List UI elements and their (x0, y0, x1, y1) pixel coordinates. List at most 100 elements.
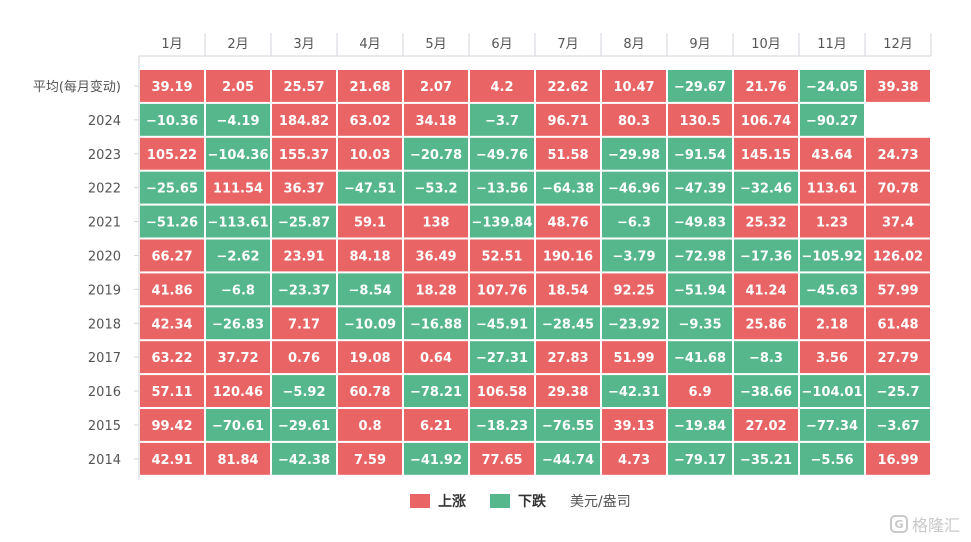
heatmap-cell[interactable] (338, 341, 402, 374)
heatmap-cell[interactable] (140, 70, 204, 102)
heatmap-cell[interactable] (140, 171, 204, 204)
heatmap-cell[interactable] (536, 70, 600, 102)
heatmap-cell[interactable] (602, 273, 666, 306)
heatmap-cell[interactable] (206, 70, 270, 102)
heatmap-cell[interactable] (470, 307, 534, 340)
heatmap-cell[interactable] (866, 70, 930, 102)
heatmap-cell[interactable] (470, 137, 534, 170)
heatmap-cell[interactable] (668, 442, 732, 475)
heatmap-cell[interactable] (206, 239, 270, 272)
heatmap-cell[interactable] (866, 137, 930, 170)
heatmap-cell[interactable] (668, 171, 732, 204)
heatmap-cell[interactable] (602, 239, 666, 272)
heatmap-cell[interactable] (734, 307, 798, 340)
heatmap-cell[interactable] (668, 70, 732, 102)
heatmap-cell[interactable] (602, 70, 666, 102)
heatmap-cell[interactable] (338, 409, 402, 441)
heatmap-cell[interactable] (272, 442, 336, 475)
heatmap-cell[interactable] (866, 307, 930, 340)
heatmap-cell[interactable] (338, 171, 402, 204)
heatmap-cell[interactable] (140, 409, 204, 441)
heatmap-cell[interactable] (272, 103, 336, 136)
heatmap-cell[interactable] (800, 442, 864, 475)
heatmap-cell[interactable] (338, 103, 402, 136)
heatmap-cell[interactable] (866, 409, 930, 441)
heatmap-cell[interactable] (404, 103, 468, 136)
heatmap-cell[interactable] (536, 341, 600, 374)
heatmap-cell[interactable] (404, 307, 468, 340)
heatmap-cell[interactable] (470, 70, 534, 102)
heatmap-cell[interactable] (536, 442, 600, 475)
heatmap-cell[interactable] (800, 70, 864, 102)
heatmap-cell[interactable] (536, 137, 600, 170)
heatmap-cell[interactable] (734, 239, 798, 272)
heatmap-cell[interactable] (866, 205, 930, 238)
heatmap-cell[interactable] (206, 171, 270, 204)
heatmap-cell[interactable] (536, 273, 600, 306)
heatmap-cell[interactable] (338, 307, 402, 340)
heatmap-cell[interactable] (800, 171, 864, 204)
heatmap-cell[interactable] (470, 409, 534, 441)
heatmap-cell[interactable] (272, 341, 336, 374)
heatmap-cell[interactable] (404, 171, 468, 204)
heatmap-cell[interactable] (536, 103, 600, 136)
heatmap-cell[interactable] (206, 442, 270, 475)
heatmap-cell[interactable] (800, 273, 864, 306)
heatmap-cell[interactable] (668, 239, 732, 272)
heatmap-cell[interactable] (536, 307, 600, 340)
heatmap-cell[interactable] (206, 273, 270, 306)
heatmap-cell[interactable] (140, 442, 204, 475)
heatmap-cell[interactable] (734, 409, 798, 441)
heatmap-cell[interactable] (800, 103, 864, 136)
heatmap-cell[interactable] (800, 375, 864, 407)
heatmap-cell[interactable] (536, 409, 600, 441)
heatmap-cell[interactable] (140, 307, 204, 340)
heatmap-cell[interactable] (668, 103, 732, 136)
heatmap-cell[interactable] (734, 273, 798, 306)
heatmap-cell[interactable] (470, 171, 534, 204)
heatmap-cell[interactable] (470, 103, 534, 136)
legend-item-up[interactable]: 上涨 (410, 491, 466, 511)
heatmap-cell[interactable] (602, 341, 666, 374)
heatmap-cell[interactable] (140, 205, 204, 238)
heatmap-cell[interactable] (140, 239, 204, 272)
heatmap-cell[interactable] (206, 137, 270, 170)
heatmap-cell[interactable] (140, 341, 204, 374)
heatmap-cell[interactable] (404, 375, 468, 407)
heatmap-cell[interactable] (272, 375, 336, 407)
heatmap-cell[interactable] (668, 409, 732, 441)
heatmap-cell[interactable] (800, 205, 864, 238)
heatmap-cell[interactable] (404, 205, 468, 238)
heatmap-cell[interactable] (668, 137, 732, 170)
heatmap-cell[interactable] (206, 307, 270, 340)
heatmap-cell[interactable] (602, 307, 666, 340)
heatmap-cell[interactable] (470, 239, 534, 272)
heatmap-cell[interactable] (404, 239, 468, 272)
heatmap-cell[interactable] (668, 273, 732, 306)
heatmap-cell[interactable] (668, 375, 732, 407)
heatmap-cell[interactable] (734, 171, 798, 204)
heatmap-cell[interactable] (206, 375, 270, 407)
heatmap-cell[interactable] (404, 273, 468, 306)
heatmap-cell[interactable] (140, 137, 204, 170)
heatmap-cell[interactable] (404, 442, 468, 475)
heatmap-cell[interactable] (470, 375, 534, 407)
heatmap-cell[interactable] (272, 239, 336, 272)
heatmap-cell[interactable] (602, 171, 666, 204)
heatmap-cell[interactable] (404, 409, 468, 441)
heatmap-cell[interactable] (140, 375, 204, 407)
heatmap-cell[interactable] (734, 442, 798, 475)
heatmap-cell[interactable] (272, 137, 336, 170)
heatmap-cell[interactable] (272, 307, 336, 340)
heatmap-cell[interactable] (866, 273, 930, 306)
heatmap-cell[interactable] (602, 205, 666, 238)
heatmap-cell[interactable] (404, 341, 468, 374)
heatmap-cell[interactable] (470, 273, 534, 306)
heatmap-cell[interactable] (602, 442, 666, 475)
heatmap-cell[interactable] (272, 70, 336, 102)
heatmap-cell[interactable] (866, 375, 930, 407)
heatmap-cell[interactable] (800, 307, 864, 340)
heatmap-cell[interactable] (206, 341, 270, 374)
heatmap-cell[interactable] (602, 375, 666, 407)
heatmap-cell[interactable] (800, 341, 864, 374)
